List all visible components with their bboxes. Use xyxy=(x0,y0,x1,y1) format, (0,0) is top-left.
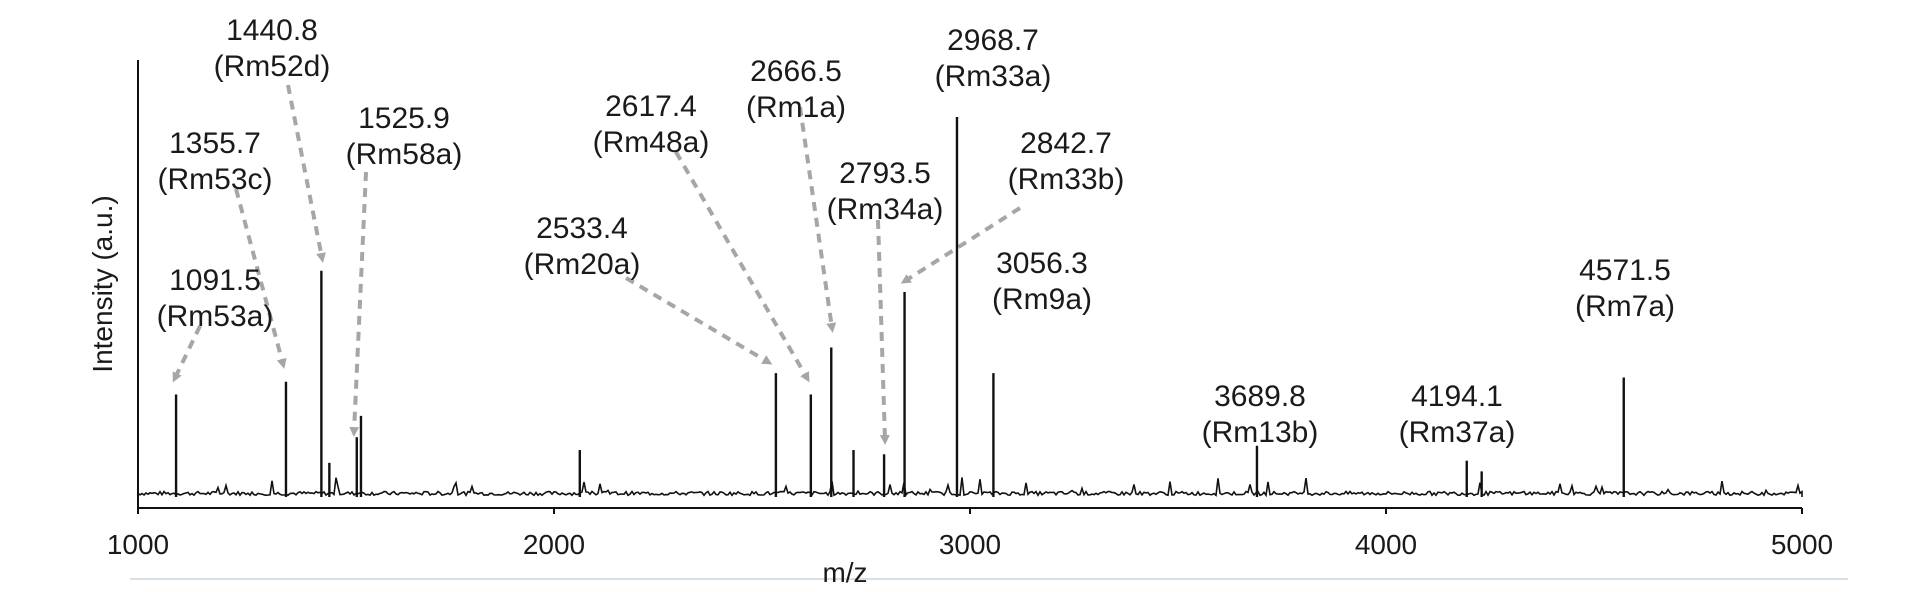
annotation-arrow xyxy=(234,188,287,369)
peak-label-group: 2617.4(Rm48a) xyxy=(593,90,710,159)
peak-id-label: (Rm7a) xyxy=(1575,290,1675,323)
peak-mass-label: 2842.7 xyxy=(1020,127,1112,160)
x-tick-label: 4000 xyxy=(1355,529,1417,560)
annotation-arrow xyxy=(349,171,368,437)
spectrum-trace xyxy=(137,477,1803,498)
peak-label-group: 2968.7(Rm33a) xyxy=(935,24,1052,93)
peak-id-label: (Rm20a) xyxy=(524,248,641,281)
peak-id-label: (Rm48a) xyxy=(593,126,710,159)
peak-labels: 1091.5(Rm53a)1355.7(Rm53c)1440.8(Rm52d)1… xyxy=(157,14,1675,449)
peak-mass-label: 1355.7 xyxy=(169,127,261,160)
x-tick-label: 1000 xyxy=(107,529,169,560)
peak-label-group: 2842.7(Rm33b) xyxy=(1008,127,1125,196)
peak-id-label: (Rm34a) xyxy=(827,193,944,226)
annotation-arrow xyxy=(286,84,326,263)
peak-id-label: (Rm58a) xyxy=(346,138,463,171)
peak-label-group: 1525.9(Rm58a) xyxy=(346,102,463,171)
peak-id-label: (Rm1a) xyxy=(746,91,846,124)
peak-id-label: (Rm52d) xyxy=(214,50,331,83)
peak-id-label: (Rm13b) xyxy=(1202,416,1319,449)
x-tick-label: 3000 xyxy=(939,529,1001,560)
peak-mass-label: 2793.5 xyxy=(839,157,931,190)
annotation-arrow xyxy=(798,106,837,333)
peak-id-label: (Rm53a) xyxy=(157,300,274,333)
peak-mass-label: 1091.5 xyxy=(169,264,261,297)
peak-mass-label: 3689.8 xyxy=(1214,380,1306,413)
peak-marks xyxy=(174,116,1625,497)
peak-mass-label: 2968.7 xyxy=(947,24,1039,57)
annotation-arrows xyxy=(172,84,1022,445)
peak-mass-label: 1525.9 xyxy=(358,102,450,135)
x-axis-title: m/z xyxy=(822,557,867,588)
peak-id-label: (Rm33a) xyxy=(935,60,1052,93)
peak-mass-label: 1440.8 xyxy=(226,14,318,47)
peak-mass-label: 4571.5 xyxy=(1579,254,1671,287)
peak-label-group: 4194.1(Rm37a) xyxy=(1399,380,1516,449)
annotation-arrow xyxy=(900,206,1022,284)
annotation-arrow xyxy=(674,150,810,383)
peak-label-group: 2533.4(Rm20a) xyxy=(524,212,641,281)
peak-label-group: 3056.3(Rm9a) xyxy=(992,247,1092,316)
peak-id-label: (Rm33b) xyxy=(1008,163,1125,196)
annotation-arrow xyxy=(876,219,890,445)
y-axis-title: Intensity (a.u.) xyxy=(87,195,118,372)
peak-label-group: 4571.5(Rm7a) xyxy=(1575,254,1675,323)
x-tick-label: 2000 xyxy=(523,529,585,560)
peak-label-group: 2793.5(Rm34a) xyxy=(827,157,944,226)
peak-label-group: 1091.5(Rm53a) xyxy=(157,264,274,333)
peak-mass-label: 2617.4 xyxy=(605,90,697,123)
x-axis-ticks: 1000 2000 3000 4000 5000 xyxy=(107,508,1833,560)
peak-id-label: (Rm9a) xyxy=(992,283,1092,316)
peak-label-group: 2666.5(Rm1a) xyxy=(746,55,846,124)
peak-label-group: 1440.8(Rm52d) xyxy=(214,14,331,83)
peak-label-group: 1355.7(Rm53c) xyxy=(157,127,272,196)
peak-label-group: 3689.8(Rm13b) xyxy=(1202,380,1319,449)
x-tick-label: 5000 xyxy=(1771,529,1833,560)
peak-mass-label: 2666.5 xyxy=(750,55,842,88)
peak-mass-label: 2533.4 xyxy=(536,212,628,245)
peak-mass-label: 4194.1 xyxy=(1411,380,1503,413)
annotation-arrow xyxy=(172,325,202,383)
annotation-arrow xyxy=(624,276,773,365)
peak-id-label: (Rm37a) xyxy=(1399,416,1516,449)
peak-mass-label: 3056.3 xyxy=(996,247,1088,280)
plot-area xyxy=(130,60,1848,580)
peak-id-label: (Rm53c) xyxy=(157,163,272,196)
